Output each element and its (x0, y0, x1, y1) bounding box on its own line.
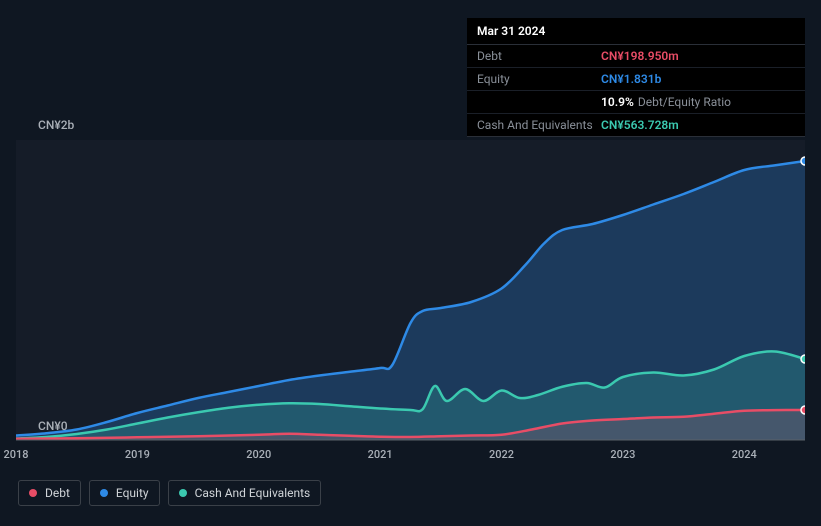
tooltip-row: DebtCN¥198.950m (467, 45, 805, 68)
x-axis-tick-label: 2019 (125, 448, 150, 461)
x-axis-tick-label: 2022 (489, 448, 514, 461)
chart-legend: Debt Equity Cash And Equivalents (18, 480, 321, 506)
legend-dot-icon (100, 489, 108, 497)
tooltip-row-extra: Debt/Equity Ratio (638, 95, 731, 109)
x-axis-tick-label: 2024 (732, 448, 757, 461)
tooltip-row-label: Cash And Equivalents (477, 118, 601, 132)
x-axis-labels: 2018201920202021202220232024 (16, 448, 805, 466)
x-axis-tick-label: 2020 (246, 448, 271, 461)
tooltip-row: Cash And EquivalentsCN¥563.728m (467, 114, 805, 136)
series-end-marker (801, 355, 805, 363)
tooltip-row-label (477, 95, 601, 109)
x-axis-tick-label: 2018 (3, 448, 28, 461)
tooltip-row-label: Debt (477, 49, 601, 63)
series-end-marker (801, 157, 805, 165)
legend-label: Debt (45, 486, 70, 500)
chart-tooltip: Mar 31 2024 DebtCN¥198.950mEquityCN¥1.83… (467, 18, 805, 137)
tooltip-row: 10.9% Debt/Equity Ratio (467, 91, 805, 114)
legend-item-equity[interactable]: Equity (89, 480, 160, 506)
chart-svg (16, 120, 805, 445)
legend-label: Cash And Equivalents (195, 486, 311, 500)
tooltip-row-label: Equity (477, 72, 601, 86)
tooltip-row-value: CN¥1.831b (601, 72, 661, 86)
legend-label: Equity (116, 486, 149, 500)
legend-dot-icon (29, 489, 37, 497)
legend-item-debt[interactable]: Debt (18, 480, 81, 506)
tooltip-row-value: 10.9% (601, 95, 634, 109)
series-end-marker (801, 406, 805, 414)
legend-dot-icon (179, 489, 187, 497)
x-axis-tick-label: 2021 (368, 448, 393, 461)
tooltip-row: EquityCN¥1.831b (467, 68, 805, 91)
financials-area-chart[interactable]: CN¥2b CN¥0 (16, 120, 805, 445)
tooltip-row-value: CN¥563.728m (601, 118, 679, 132)
tooltip-row-value: CN¥198.950m (601, 49, 679, 63)
tooltip-date: Mar 31 2024 (467, 18, 805, 45)
legend-item-cash-and-equivalents[interactable]: Cash And Equivalents (168, 480, 322, 506)
y-axis-bottom-label: CN¥0 (38, 419, 68, 433)
x-axis-tick-label: 2023 (610, 448, 635, 461)
